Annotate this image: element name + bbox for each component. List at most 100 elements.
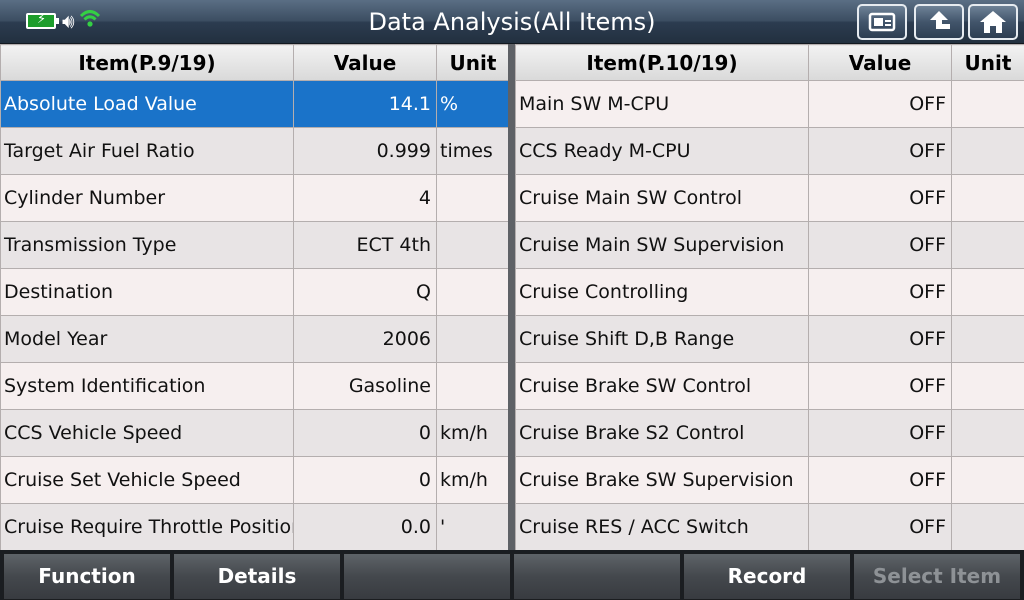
table-row[interactable]: Cylinder Number 4 [0, 174, 510, 222]
unit-cell: km/h [436, 456, 510, 504]
function-button[interactable]: Function [3, 553, 171, 600]
right-unit-header: Unit [951, 44, 1024, 81]
home-button[interactable] [968, 4, 1018, 40]
unit-cell [436, 174, 510, 222]
volume-icon: 🔊︎ [62, 9, 75, 33]
item-cell: Main SW M-CPU [515, 80, 809, 128]
table-row[interactable]: Target Air Fuel Ratio 0.999 times [0, 127, 510, 175]
table-row[interactable]: Cruise Set Vehicle Speed 0 km/h [0, 456, 510, 504]
value-cell: OFF [808, 268, 952, 316]
unit-cell [436, 268, 510, 316]
left-value-header: Value [293, 44, 437, 81]
unit-cell [436, 362, 510, 410]
unit-cell: ' [436, 503, 510, 551]
item-cell: System Identification [0, 362, 294, 410]
left-unit-header: Unit [436, 44, 510, 81]
title-bar: ⚡ 🔊︎ Data Analysis(All Items) [0, 0, 1024, 44]
item-cell: Cruise Set Vehicle Speed [0, 456, 294, 504]
table-row[interactable]: Cruise Controlling OFF [515, 268, 1024, 316]
item-cell: Cruise Brake SW Control [515, 362, 809, 410]
table-row[interactable]: Model Year 2006 [0, 315, 510, 363]
table-row[interactable]: System Identification Gasoline [0, 362, 510, 410]
item-cell: CCS Ready M-CPU [515, 127, 809, 175]
item-cell: Cruise Brake S2 Control [515, 409, 809, 457]
item-cell: Absolute Load Value [0, 80, 294, 128]
value-cell: OFF [808, 127, 952, 175]
table-row[interactable]: Cruise Brake S2 Control OFF [515, 409, 1024, 457]
unit-cell [436, 221, 510, 269]
battery-icon: ⚡ [26, 12, 59, 29]
unit-cell [951, 268, 1024, 316]
value-cell: 0 [293, 456, 437, 504]
unit-cell [951, 409, 1024, 457]
value-cell: 2006 [293, 315, 437, 363]
left-item-header: Item(P.9/19) [0, 44, 294, 81]
bottom-toolbar: Function Details Record Select Item [0, 550, 1024, 600]
screenshot-button[interactable] [857, 4, 907, 40]
table-row[interactable]: Cruise Shift D,B Range OFF [515, 315, 1024, 363]
unit-cell [951, 503, 1024, 551]
table-row[interactable]: Cruise Main SW Control OFF [515, 174, 1024, 222]
unit-cell [951, 362, 1024, 410]
value-cell: 14.1 [293, 80, 437, 128]
status-icons: ⚡ 🔊︎ [26, 9, 101, 33]
screenshot-icon [868, 12, 896, 32]
right-item-header: Item(P.10/19) [515, 44, 809, 81]
item-cell: Cruise Main SW Control [515, 174, 809, 222]
value-cell: OFF [808, 409, 952, 457]
unit-cell [951, 456, 1024, 504]
table-row[interactable]: Cruise Main SW Supervision OFF [515, 221, 1024, 269]
right-data-table: Item(P.10/19) Value Unit Main SW M-CPU O… [515, 44, 1024, 551]
left-data-panel: Item(P.9/19) Value Unit Absolute Load Va… [0, 44, 510, 551]
back-icon [930, 11, 950, 29]
item-cell: Destination [0, 268, 294, 316]
table-row[interactable]: Cruise RES / ACC Switch OFF [515, 503, 1024, 551]
details-button[interactable]: Details [173, 553, 341, 600]
left-data-table: Item(P.9/19) Value Unit Absolute Load Va… [0, 44, 510, 551]
value-cell: ECT 4th [293, 221, 437, 269]
value-cell: OFF [808, 315, 952, 363]
value-cell: OFF [808, 221, 952, 269]
item-cell: Model Year [0, 315, 294, 363]
unit-cell: times [436, 127, 510, 175]
record-button[interactable]: Record [683, 553, 851, 600]
item-cell: Cruise Require Throttle Position [0, 503, 294, 551]
item-cell: Transmission Type [0, 221, 294, 269]
item-cell: Cruise Main SW Supervision [515, 221, 809, 269]
home-icon [980, 11, 1006, 33]
unit-cell [951, 174, 1024, 222]
value-cell: 0.999 [293, 127, 437, 175]
right-value-header: Value [808, 44, 952, 81]
select-item-button[interactable]: Select Item [853, 553, 1021, 600]
item-cell: Target Air Fuel Ratio [0, 127, 294, 175]
right-data-panel: Item(P.10/19) Value Unit Main SW M-CPU O… [515, 44, 1024, 551]
value-cell: 0.0 [293, 503, 437, 551]
table-row[interactable]: Main SW M-CPU OFF [515, 80, 1024, 128]
unit-cell [951, 315, 1024, 363]
page-title: Data Analysis(All Items) [368, 8, 656, 36]
table-row[interactable]: Cruise Brake SW Control OFF [515, 362, 1024, 410]
unit-cell: km/h [436, 409, 510, 457]
table-row[interactable]: Absolute Load Value 14.1 % [0, 80, 510, 128]
item-cell: Cruise Brake SW Supervision [515, 456, 809, 504]
panel-divider [508, 44, 515, 550]
table-row[interactable]: Destination Q [0, 268, 510, 316]
unit-cell [951, 221, 1024, 269]
item-cell: Cruise Shift D,B Range [515, 315, 809, 363]
value-cell: Q [293, 268, 437, 316]
unit-cell: % [436, 80, 510, 128]
unit-cell [951, 80, 1024, 128]
value-cell: 4 [293, 174, 437, 222]
value-cell: OFF [808, 362, 952, 410]
table-row[interactable]: Cruise Brake SW Supervision OFF [515, 456, 1024, 504]
back-button[interactable] [914, 4, 964, 40]
table-row[interactable]: CCS Vehicle Speed 0 km/h [0, 409, 510, 457]
table-row[interactable]: Transmission Type ECT 4th [0, 221, 510, 269]
value-cell: Gasoline [293, 362, 437, 410]
value-cell: OFF [808, 174, 952, 222]
empty-toolbar-button-1[interactable] [343, 553, 511, 600]
table-row[interactable]: Cruise Require Throttle Position 0.0 ' [0, 503, 510, 551]
unit-cell [436, 315, 510, 363]
table-row[interactable]: CCS Ready M-CPU OFF [515, 127, 1024, 175]
empty-toolbar-button-2[interactable] [513, 553, 681, 600]
